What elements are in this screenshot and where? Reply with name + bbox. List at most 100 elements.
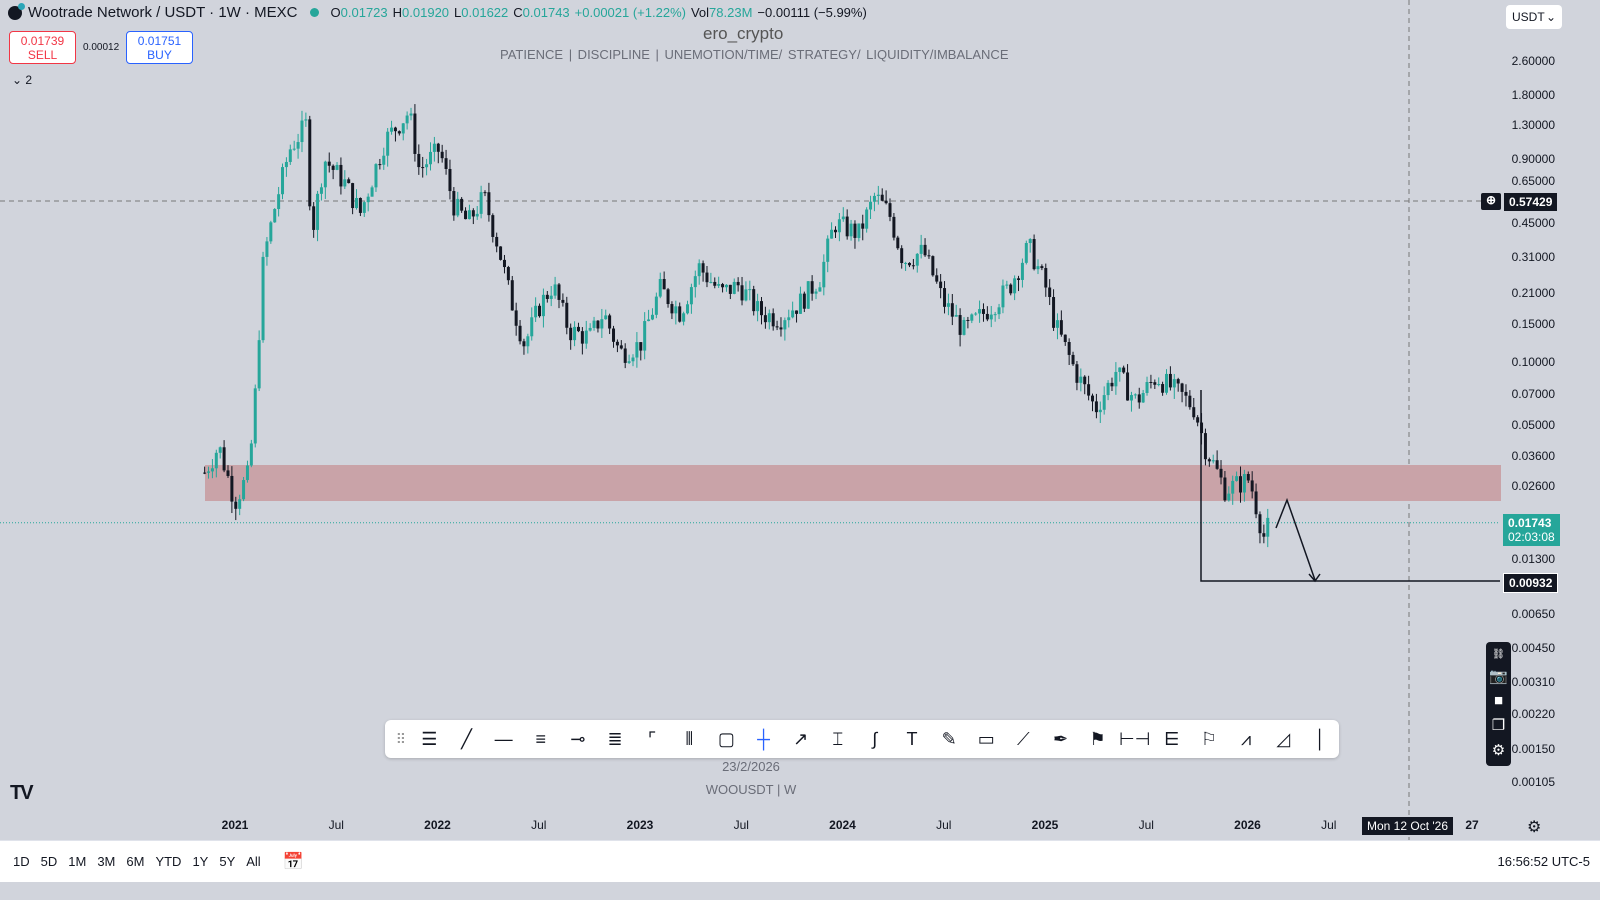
legend-toggle[interactable]: ⌄ 2 <box>12 73 33 87</box>
range-6m[interactable]: 6M <box>126 854 145 869</box>
symbol-title[interactable]: Wootrade Network / USDT · 1W · MEXC <box>28 4 298 21</box>
trend-line-icon[interactable]: ╱ <box>461 728 472 749</box>
shape-icon[interactable]: ◿ <box>1276 728 1291 749</box>
pitchfork-icon[interactable]: ⋿ <box>1164 728 1180 749</box>
candle-body <box>814 291 818 294</box>
candle-body <box>339 164 343 187</box>
add-alert-icon[interactable]: ⊕ <box>1481 193 1501 210</box>
range-3m[interactable]: 3M <box>97 854 116 869</box>
candle-body <box>981 309 985 314</box>
pen-icon[interactable]: ✒ <box>1052 728 1069 749</box>
candle-body <box>1176 379 1180 384</box>
candle-body <box>1067 342 1071 355</box>
candle-body <box>234 501 238 509</box>
rectangle-icon[interactable]: ▢ <box>717 728 735 749</box>
price-axis-label: 1.30000 <box>1511 117 1555 132</box>
candle-body <box>362 202 366 213</box>
text-icon[interactable]: T <box>906 728 918 749</box>
candle-body <box>1020 262 1024 280</box>
candle-body <box>623 348 627 363</box>
supply-demand-zone <box>205 465 1501 501</box>
parallel-channel-icon[interactable]: ≡ <box>535 728 546 749</box>
pattern-icon[interactable]: ⩘ <box>1241 728 1252 749</box>
candle-body <box>580 331 584 344</box>
crosshair-icon[interactable]: ┼ <box>757 728 770 749</box>
axis-settings-icon[interactable]: ⚙ <box>1527 819 1542 836</box>
candle-body <box>444 158 448 169</box>
candle-body <box>460 198 464 211</box>
video-icon[interactable]: ■ <box>1493 691 1504 709</box>
price-range-icon[interactable]: ⌶ <box>832 728 844 749</box>
path-icon[interactable]: ⟋ <box>1017 728 1030 749</box>
candle-body <box>798 293 802 314</box>
brush-icon[interactable]: ✎ <box>941 728 957 749</box>
price-axis-label: 0.31000 <box>1511 250 1555 265</box>
candle-body <box>1238 476 1242 493</box>
flag-icon[interactable]: ⚑ <box>1089 728 1106 749</box>
price-axis-label: 0.00220 <box>1511 706 1555 721</box>
calendar-icon[interactable]: 📅 <box>282 851 304 871</box>
anchored-vwap-icon[interactable]: ⚐ <box>1200 728 1218 749</box>
chevron-down-icon: ⌄ <box>1545 10 1556 24</box>
comment-icon[interactable]: ▭ <box>977 728 995 749</box>
chevron-down-icon: ⌄ <box>12 73 23 87</box>
open-value: O0.01723 <box>330 5 388 20</box>
callout-icon[interactable]: ⌜ <box>647 728 657 749</box>
candle-body <box>600 319 604 329</box>
curve-icon[interactable]: ∫ <box>872 728 878 749</box>
arrow-icon[interactable]: ↗ <box>793 728 809 749</box>
candle-body <box>962 319 966 335</box>
candle-body <box>1017 278 1021 280</box>
candle-body <box>740 285 744 301</box>
range-1d[interactable]: 1D <box>13 854 30 869</box>
price-axis-label: 0.05000 <box>1511 418 1555 433</box>
range-1m[interactable]: 1M <box>68 854 87 869</box>
time-axis-label: Jul <box>328 818 344 832</box>
candle-body <box>904 262 908 264</box>
camera-icon[interactable]: 📷 <box>1489 668 1508 686</box>
horizontal-ray-icon[interactable]: — <box>494 728 513 749</box>
range-5d[interactable]: 5D <box>40 854 58 869</box>
bottom-toolbar: 1D 5D 1M 3M 6M YTD 1Y 5Y All 📅 16:56:52 UTC-5 <box>0 840 1600 882</box>
candle-body <box>892 216 896 238</box>
link-icon[interactable]: ⛓ <box>1492 649 1505 661</box>
layers-icon[interactable]: ❐ <box>1491 716 1506 734</box>
candle-body <box>319 187 323 194</box>
candle-body <box>1028 239 1032 244</box>
candle-body <box>612 328 616 342</box>
gear-icon[interactable]: ⚙ <box>1491 741 1506 759</box>
sell-button[interactable]: 0.01739 SELL <box>9 31 76 64</box>
candle-body <box>1161 384 1165 393</box>
range-all[interactable]: All <box>246 854 261 869</box>
horizontal-line-icon[interactable]: ⊸ <box>570 728 586 749</box>
time-axis-label: 2026 <box>1234 818 1261 832</box>
candle-body <box>705 272 709 283</box>
candle-body <box>1246 474 1250 481</box>
candle-body <box>207 471 211 473</box>
range-ytd[interactable]: YTD <box>155 854 182 869</box>
buy-button[interactable]: 0.01751 BUY <box>126 31 193 64</box>
drag-handle-icon[interactable]: ⠿ <box>395 730 407 747</box>
candle-body <box>495 236 499 247</box>
fib-icon[interactable]: ≣ <box>607 728 623 749</box>
candle-body <box>573 326 577 341</box>
horizontal-lines-icon[interactable]: ☰ <box>421 728 438 749</box>
candle-body <box>327 161 331 166</box>
candle-body <box>1013 278 1017 294</box>
currency-select[interactable]: USDT ⌄ <box>1506 5 1562 29</box>
range-1y[interactable]: 1Y <box>192 854 209 869</box>
candle-body <box>670 304 674 314</box>
candles-icon[interactable]: ⫴ <box>685 728 694 749</box>
price-chart[interactable] <box>0 0 1600 840</box>
date-range-icon[interactable]: ⊢⊣ <box>1119 728 1151 749</box>
spread-value: 0.00012 <box>83 42 120 53</box>
close-value: C0.01743 <box>513 5 570 20</box>
candle-body <box>1075 364 1079 383</box>
candle-body <box>378 164 382 166</box>
clock[interactable]: 16:56:52 UTC-5 <box>1497 854 1591 869</box>
range-5y[interactable]: 5Y <box>219 854 236 869</box>
candle-body <box>869 201 873 210</box>
vertical-line-icon[interactable]: │ <box>1314 728 1326 749</box>
candle-body <box>347 179 351 184</box>
candle-body <box>1118 367 1122 372</box>
